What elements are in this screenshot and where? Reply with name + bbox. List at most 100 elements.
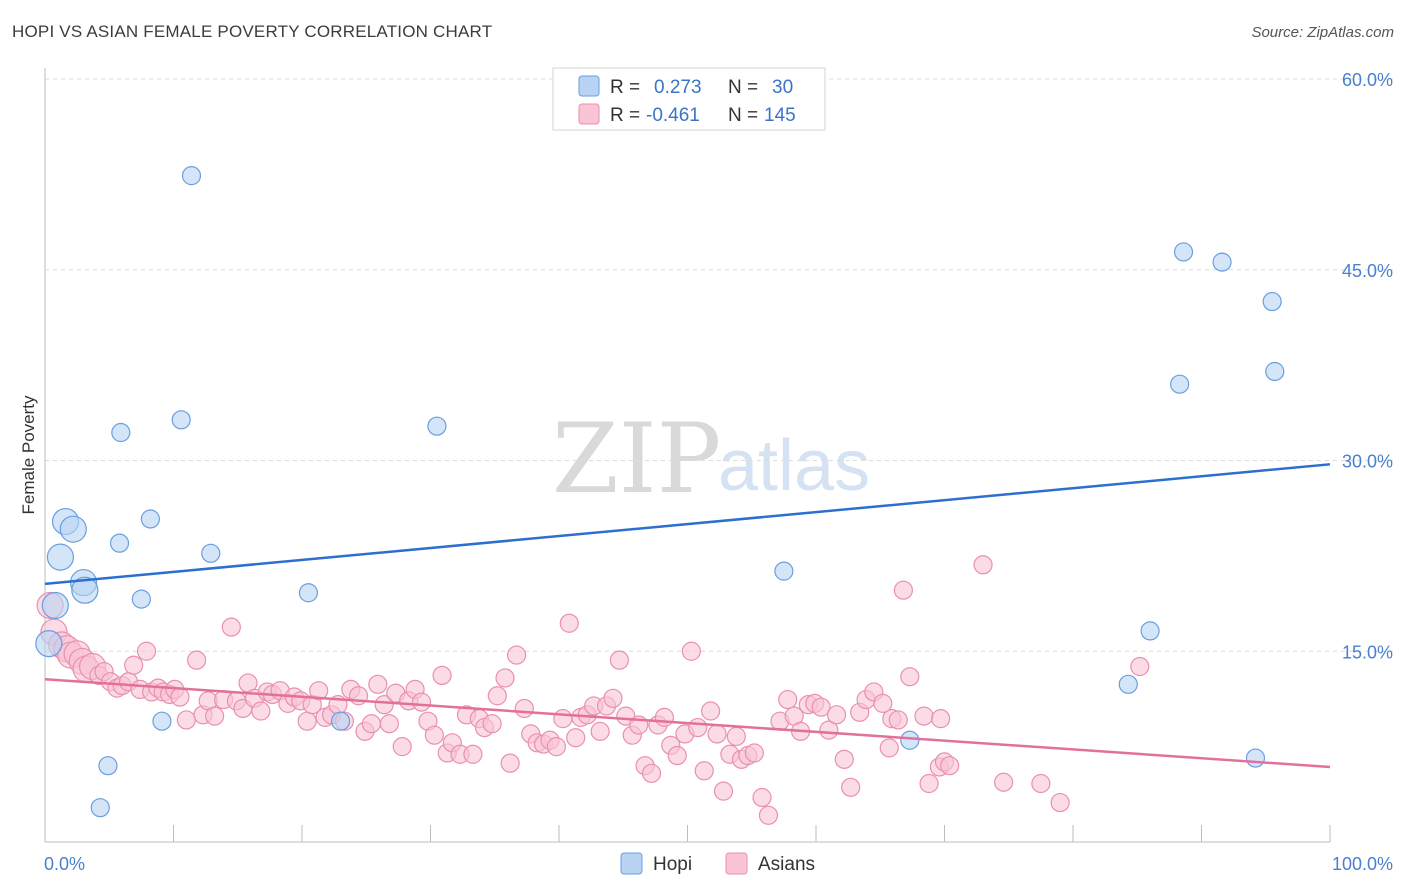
asian-point-25 xyxy=(187,650,207,670)
bottom-legend-hopi-label: Hopi xyxy=(653,854,692,875)
bottom-legend-hopi-swatch xyxy=(620,852,643,875)
asian-point-142 xyxy=(994,772,1014,792)
legend-asian-swatch xyxy=(578,103,600,125)
asian-point-62 xyxy=(424,725,444,745)
asian-point-107 xyxy=(713,781,734,801)
trendlines xyxy=(44,463,1331,769)
hopi-point-4 xyxy=(59,515,87,543)
asian-point-17 xyxy=(136,641,157,661)
asian-point-114 xyxy=(758,805,779,825)
bottom-legend-asian-swatch xyxy=(725,852,748,875)
series-legend: Hopi Asians xyxy=(620,852,815,875)
asian-point-96 xyxy=(641,763,662,783)
hopi-point-0 xyxy=(35,630,63,658)
hopi-point-15 xyxy=(181,166,202,186)
hopi-point-25 xyxy=(1173,242,1194,262)
hopi-point-2 xyxy=(46,543,75,571)
hopi-point-10 xyxy=(111,422,131,443)
x-tick-label-min: 0.0% xyxy=(44,854,85,874)
hopi-point-16 xyxy=(201,543,221,563)
asian-point-136 xyxy=(919,773,939,794)
hopi-point-1 xyxy=(41,591,69,620)
asian-point-98 xyxy=(654,707,674,727)
asian-point-103 xyxy=(688,717,708,738)
asian-point-129 xyxy=(873,693,893,713)
y-axis-title: Female Poverty xyxy=(19,395,38,515)
asian-point-112 xyxy=(744,743,764,763)
hopi-point-7 xyxy=(90,798,110,818)
asian-point-73 xyxy=(495,668,515,688)
y-tick-label-60: 60.0% xyxy=(1342,70,1393,90)
asian-point-84 xyxy=(566,728,586,748)
legend-hopi-r-value: 0.273 xyxy=(654,77,702,98)
y-tick-labels: 15.0% 30.0% 45.0% 60.0% xyxy=(1342,70,1393,662)
watermark-zip: ZIP xyxy=(552,403,721,515)
x-tick-label-max: 100.0% xyxy=(1332,854,1393,874)
hopi-points xyxy=(35,166,1285,818)
hopi-point-13 xyxy=(152,711,172,731)
legend-asian-n-label: N = xyxy=(728,105,758,126)
source-note: Source: ZipAtlas.com xyxy=(1251,24,1394,41)
asian-point-60 xyxy=(411,692,432,712)
asian-point-72 xyxy=(487,686,507,706)
asian-point-137 xyxy=(931,709,951,729)
hopi-point-6 xyxy=(71,576,99,604)
asian-point-57 xyxy=(392,737,412,757)
hopi-point-11 xyxy=(131,589,151,609)
hopi-trendline xyxy=(44,463,1331,586)
hopi-point-12 xyxy=(140,509,160,529)
hopi-point-18 xyxy=(330,711,351,731)
asian-point-24 xyxy=(176,710,196,730)
asian-point-141 xyxy=(973,555,993,575)
asian-point-75 xyxy=(506,645,527,665)
asian-point-74 xyxy=(500,753,520,773)
asian-point-83 xyxy=(559,613,579,633)
asian-point-44 xyxy=(309,681,329,701)
asian-point-122 xyxy=(819,720,839,740)
asian-point-130 xyxy=(879,738,899,758)
asian-point-71 xyxy=(482,714,502,734)
asian-point-134 xyxy=(900,667,920,687)
asian-point-140 xyxy=(940,756,960,776)
hopi-point-17 xyxy=(298,583,319,603)
legend-asian-n-value: 145 xyxy=(764,105,796,126)
asian-point-68 xyxy=(463,744,483,764)
asian-point-23 xyxy=(170,687,190,707)
asian-point-42 xyxy=(297,711,317,731)
asian-point-28 xyxy=(205,706,225,726)
asian-point-106 xyxy=(707,724,727,744)
asian-point-81 xyxy=(546,737,567,757)
asian-point-124 xyxy=(834,749,854,769)
hopi-point-21 xyxy=(900,730,920,750)
asian-point-54 xyxy=(374,695,394,715)
asian-point-76 xyxy=(514,698,534,719)
y-tick-label-45: 45.0% xyxy=(1342,261,1393,281)
asian-point-109 xyxy=(726,726,746,747)
hopi-point-26 xyxy=(1212,252,1232,272)
asian-point-63 xyxy=(432,665,452,686)
watermark-atlas: atlas xyxy=(718,426,870,506)
asian-point-132 xyxy=(888,710,908,730)
hopi-point-24 xyxy=(1170,374,1190,394)
hopi-point-27 xyxy=(1245,748,1266,768)
asian-point-113 xyxy=(752,787,772,808)
asian-point-133 xyxy=(893,580,913,600)
asian-trendline xyxy=(44,677,1331,769)
asian-point-82 xyxy=(553,709,573,729)
asian-point-100 xyxy=(667,745,687,766)
asian-point-88 xyxy=(590,721,610,741)
correlation-legend: R = 0.273 N = 30 R = -0.461 N = 145 xyxy=(552,67,826,131)
asian-point-104 xyxy=(694,761,714,781)
asian-point-105 xyxy=(701,701,721,721)
asian-point-143 xyxy=(1031,773,1051,794)
x-axis-ticks xyxy=(173,825,1331,842)
asian-point-91 xyxy=(609,650,629,670)
asian-point-121 xyxy=(811,697,831,717)
legend-asian-r-value: -0.461 xyxy=(646,105,700,126)
y-tick-label-15: 15.0% xyxy=(1342,642,1393,662)
asian-point-116 xyxy=(778,689,798,710)
asian-point-135 xyxy=(914,706,934,726)
asian-point-53 xyxy=(368,674,388,694)
hopi-point-23 xyxy=(1140,621,1160,641)
